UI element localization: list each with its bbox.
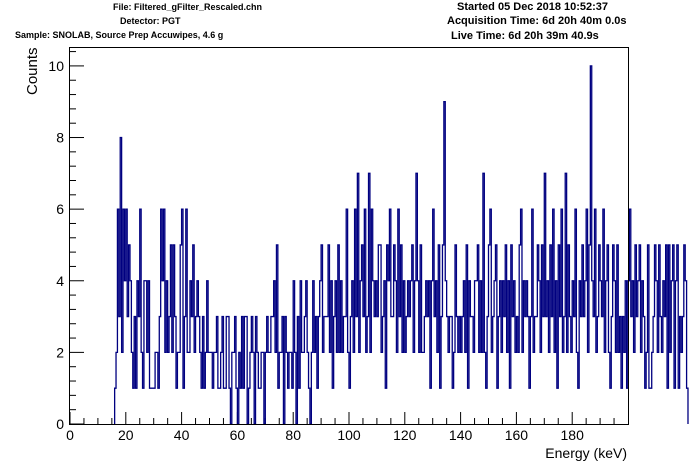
y-axis-label: Counts (24, 47, 41, 95)
sample-description: Sample: SNOLAB, Source Prep Accuwipes, 4… (15, 30, 224, 40)
acquisition-time: Acquisition Time: 6d 20h 40m 0.0s (447, 15, 627, 27)
x-tick-label: 20 (118, 427, 134, 443)
start-time: Started 05 Dec 2018 10:52:37 (457, 1, 609, 13)
x-tick-label: 0 (66, 427, 74, 443)
x-tick-label: 60 (230, 427, 246, 443)
x-tick-label: 120 (393, 427, 417, 443)
x-tick-label: 80 (285, 427, 301, 443)
file-name: File: Filtered_gFilter_Rescaled.chn (113, 2, 263, 12)
y-tick-label: 8 (56, 130, 64, 146)
detector-name: Detector: PGT (120, 16, 181, 26)
x-tick-label: 160 (505, 427, 529, 443)
x-tick-label: 100 (337, 427, 361, 443)
x-tick-label: 40 (174, 427, 190, 443)
x-axis-label: Energy (keV) (545, 445, 627, 461)
plot-frame (69, 47, 629, 425)
spectrum-histogram-line (113, 65, 689, 425)
y-tick-label: 2 (56, 344, 64, 360)
y-tick-label: 6 (56, 201, 64, 217)
y-tick-label: 0 (56, 416, 64, 432)
live-time: Live Time: 6d 20h 39m 40.9s (451, 30, 599, 42)
x-tick-label: 140 (449, 427, 473, 443)
y-tick-label: 10 (48, 58, 64, 74)
x-tick-label: 180 (561, 427, 585, 443)
axes: 0 20 40 60 80 100 120 140 160 180 0 2 4 6 8 10 (48, 51, 615, 443)
y-tick-label: 4 (56, 273, 64, 289)
